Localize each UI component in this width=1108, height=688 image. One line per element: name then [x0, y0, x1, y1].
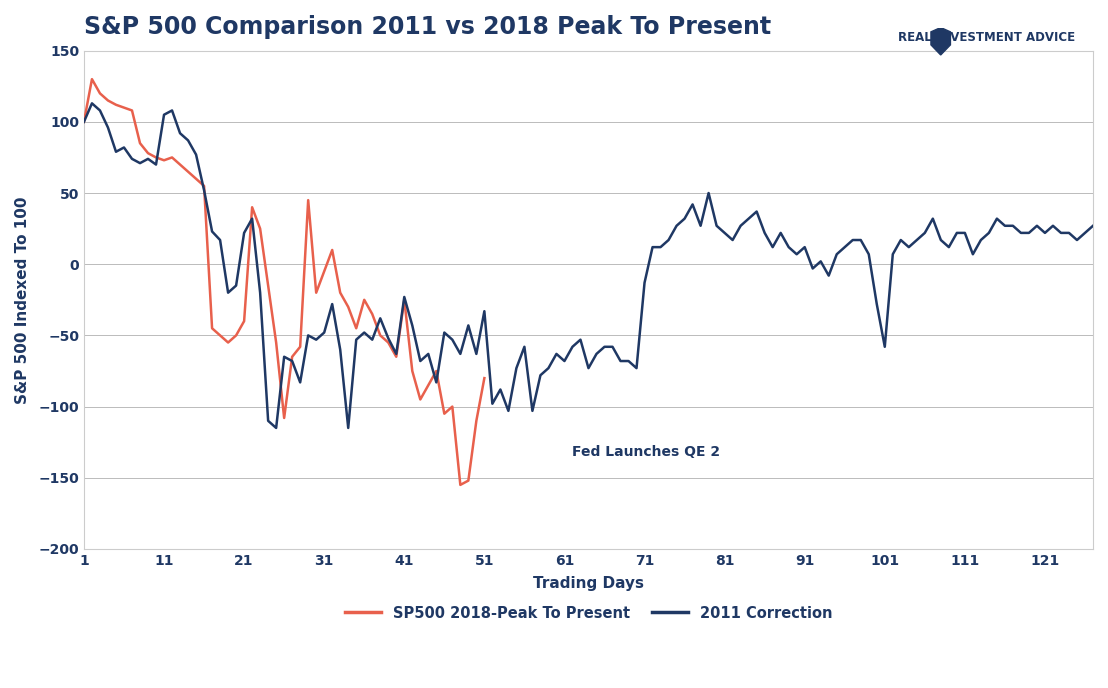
Text: S&P 500 Comparison 2011 vs 2018 Peak To Present: S&P 500 Comparison 2011 vs 2018 Peak To … [84, 15, 771, 39]
Y-axis label: S&P 500 Indexed To 100: S&P 500 Indexed To 100 [16, 196, 30, 404]
Text: Fed Launches QE 2: Fed Launches QE 2 [573, 445, 720, 459]
X-axis label: Trading Days: Trading Days [533, 576, 644, 591]
Polygon shape [931, 28, 951, 55]
Legend: SP500 2018-Peak To Present, 2011 Correction: SP500 2018-Peak To Present, 2011 Correct… [339, 600, 838, 626]
Text: REAL INVESTMENT ADVICE: REAL INVESTMENT ADVICE [897, 31, 1075, 44]
